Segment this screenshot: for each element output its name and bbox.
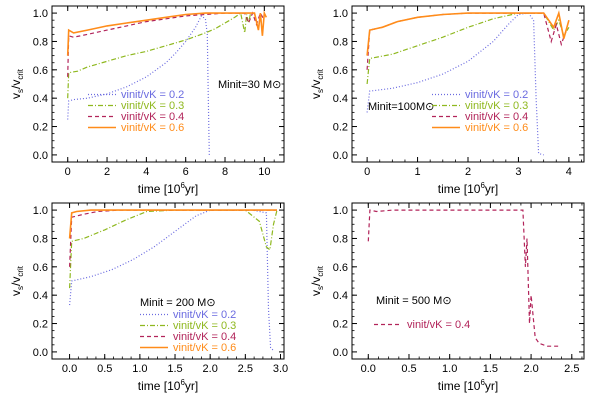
legend-label-v02: vinit/vK = 0.2 <box>121 89 184 101</box>
series-line-v04 <box>367 209 560 347</box>
legend-label-v02: vinit/vK = 0.2 <box>173 309 236 321</box>
x-tick-label: 0 <box>65 166 71 178</box>
legend-label-v03: vinit/vK = 0.3 <box>465 100 528 112</box>
chart-panel-1: 0 2 4 6 8 10 0.0 0.2 0.4 0.6 0.8 1.0 time [106yr] vs/… <box>9 5 285 196</box>
x-tick-label: 1.0 <box>442 363 457 375</box>
legend-label-v06: vinit/vK = 0.6 <box>121 122 184 134</box>
series-line-v04 <box>69 209 277 267</box>
series-line-v04 <box>366 12 567 70</box>
y-axis-title: vs/vcrit <box>309 265 325 296</box>
series-line-v06 <box>366 10 570 56</box>
x-tick-label: 2.0 <box>523 363 538 375</box>
plot-frame <box>51 202 285 360</box>
y-axis-title: vs/vcrit <box>309 68 325 99</box>
x-tick-label: 2 <box>465 166 471 178</box>
y-tick-label: 0.4 <box>333 93 348 105</box>
legend-label-v06: vinit/vK = 0.6 <box>173 342 236 354</box>
series-line-v03 <box>69 209 278 289</box>
y-tick-label: 0.8 <box>33 233 48 245</box>
series-line-v04 <box>67 11 265 77</box>
plot-frame <box>351 202 585 360</box>
y-tick-label: 0.0 <box>33 347 48 359</box>
plot-frame <box>351 5 585 163</box>
y-tick-label: 0.4 <box>33 290 48 302</box>
series-line-v02 <box>69 209 274 351</box>
x-tick-label: 2.5 <box>564 363 579 375</box>
legend-label-v03: vinit/vK = 0.3 <box>121 100 184 112</box>
x-tick-label: 10 <box>258 166 270 178</box>
x-tick-label: 0 <box>364 166 370 178</box>
x-tick-label: 3.0 <box>273 363 288 375</box>
y-tick-label: 0.0 <box>333 347 348 359</box>
y-tick-label: 0.2 <box>333 122 348 134</box>
legend-label-v04: vinit/vK = 0.4 <box>465 111 528 123</box>
mass-label: Minit=30 M⊙ <box>218 79 281 91</box>
y-tick-label: 1.0 <box>33 205 48 217</box>
x-tick-label: 1.5 <box>167 363 182 375</box>
y-tick-label: 0.8 <box>333 36 348 48</box>
legend-label-v04: vinit/vK = 0.4 <box>407 319 470 331</box>
y-tick-label: 1.0 <box>333 8 348 20</box>
legend-label-v02: vinit/vK = 0.2 <box>465 89 528 101</box>
y-tick-label: 0.0 <box>33 150 48 162</box>
series-line-v06 <box>66 10 268 56</box>
x-tick-label: 3 <box>515 166 521 178</box>
y-axis-title: vs/vcrit <box>9 265 25 296</box>
y-tick-label: 0.6 <box>33 262 48 274</box>
x-tick-label: 2 <box>104 166 110 178</box>
series-line-v03 <box>366 12 570 85</box>
y-tick-label: 0.4 <box>333 290 348 302</box>
x-axis-title: time [106yr] <box>138 181 198 196</box>
x-tick-label: 4 <box>143 166 149 178</box>
x-tick-label: 8 <box>222 166 228 178</box>
x-tick-label: 1.0 <box>132 363 147 375</box>
series-line-v06 <box>68 209 277 239</box>
x-tick-label: 6 <box>183 166 189 178</box>
y-axis-title: vs/vcrit <box>9 68 25 99</box>
legend-label-v03: vinit/vK = 0.3 <box>173 320 236 332</box>
legend-label-v06: vinit/vK = 0.6 <box>465 122 528 134</box>
legend-label-v04: vinit/vK = 0.4 <box>121 111 184 123</box>
x-tick-label: 1.5 <box>483 363 498 375</box>
x-tick-label: 2.5 <box>238 363 253 375</box>
x-axis-title: time [106yr] <box>438 181 498 196</box>
series-line-v02 <box>67 15 210 155</box>
chart-panel-2: 0 1 2 3 4 0.0 0.2 0.4 0.6 0.8 1.0 time [106yr] vs/vc… <box>309 5 585 196</box>
x-axis-title: time [106yr] <box>138 378 198 393</box>
mass-label: Minit = 200 M⊙ <box>140 297 216 309</box>
x-tick-label: 0.0 <box>62 363 77 375</box>
y-tick-label: 0.8 <box>33 36 48 48</box>
y-tick-label: 0.4 <box>33 93 48 105</box>
legend-label-v04: vinit/vK = 0.4 <box>173 331 236 343</box>
y-tick-label: 0.8 <box>333 233 348 245</box>
series-line-v02 <box>366 12 544 156</box>
series-line-v03 <box>67 12 252 99</box>
y-tick-label: 0.2 <box>33 319 48 331</box>
y-tick-label: 0.0 <box>333 150 348 162</box>
y-tick-label: 0.6 <box>33 65 48 77</box>
y-tick-label: 0.2 <box>33 122 48 134</box>
x-tick-label: 0.5 <box>401 363 416 375</box>
mass-label: Minit=100M⊙ <box>368 101 434 113</box>
mass-label: Minit = 500 M⊙ <box>376 295 452 307</box>
x-tick-label: 0.5 <box>97 363 112 375</box>
x-tick-label: 4 <box>566 166 572 178</box>
y-tick-label: 0.6 <box>333 65 348 77</box>
y-tick-label: 0.2 <box>333 319 348 331</box>
x-tick-label: 2.0 <box>203 363 218 375</box>
chart-panel-4: 0.0 0.5 1.0 1.5 2.0 2.5 0.0 0.2 0.4 0.6 0.8 1.0 time… <box>309 202 585 393</box>
x-tick-label: 0.0 <box>361 363 376 375</box>
y-tick-label: 1.0 <box>333 205 348 217</box>
x-tick-label: 1 <box>415 166 421 178</box>
x-axis-title: time [106yr] <box>438 378 498 393</box>
chart-panel-3: 0.0 0.5 1.0 1.5 2.0 2.5 3.0 0.0 0.2 0.4 0.6 0.8 1.0 t… <box>9 202 288 393</box>
y-tick-label: 0.6 <box>333 262 348 274</box>
y-tick-label: 1.0 <box>33 8 48 20</box>
